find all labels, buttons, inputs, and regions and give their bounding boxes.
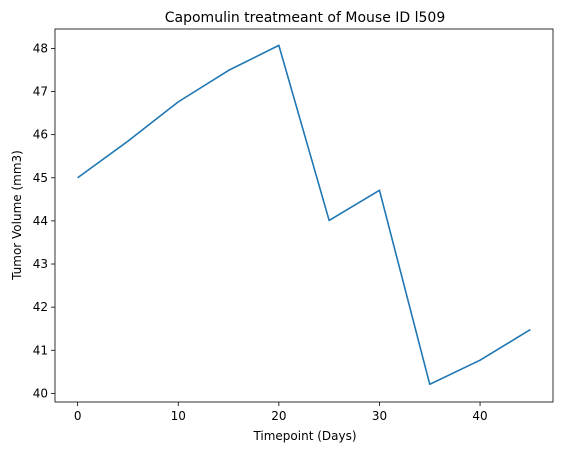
y-axis-ticks: 40 41 42 43 44 45 46 47 48: [33, 41, 55, 400]
y-tick-label: 47: [33, 85, 48, 99]
x-tick-label: 40: [472, 409, 487, 423]
y-axis-label: Tumor Volume (mm3): [10, 150, 24, 281]
x-tick-label: 0: [74, 409, 82, 423]
y-tick-label: 40: [33, 386, 48, 400]
x-tick-label: 30: [372, 409, 387, 423]
x-tick-label: 20: [271, 409, 286, 423]
chart-title: Capomulin treatmeant of Mouse ID l509: [165, 10, 445, 26]
y-tick-label: 44: [33, 214, 48, 228]
x-tick-label: 10: [171, 409, 186, 423]
y-tick-label: 41: [33, 343, 48, 357]
x-axis-ticks: 0 10 20 30 40: [74, 402, 488, 423]
axes-frame: [54, 28, 554, 403]
y-tick-label: 43: [33, 257, 48, 271]
y-tick-label: 46: [33, 128, 48, 142]
y-tick-label: 48: [33, 41, 48, 55]
series-line-0: [77, 44, 531, 386]
y-tick-label: 42: [33, 300, 48, 314]
x-axis-label: Timepoint (Days): [252, 429, 356, 443]
y-tick-label: 45: [33, 171, 48, 185]
plot-area: [77, 44, 531, 386]
